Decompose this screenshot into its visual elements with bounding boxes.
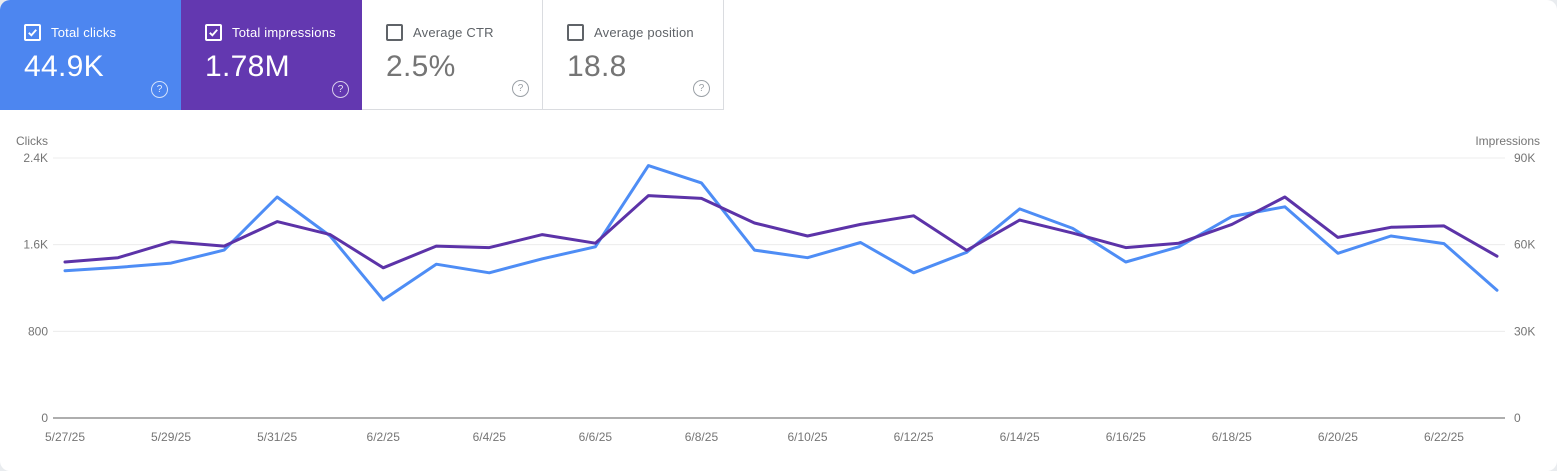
metric-card-value: 2.5%	[386, 50, 456, 83]
x-axis-tick-label: 5/31/25	[257, 430, 297, 444]
metric-card-label: Total impressions	[232, 25, 336, 40]
metric-card-label: Average position	[594, 25, 694, 40]
metric-cards: Total clicks 44.9K ? Total impressions 1…	[0, 0, 1557, 110]
metric-card-average-position[interactable]: Average position 18.8 ?	[543, 0, 724, 110]
metric-card-total-impressions[interactable]: Total impressions 1.78M ?	[181, 0, 362, 110]
y-axis-tick-label-left: 2.4K	[23, 151, 48, 165]
x-axis-tick-label: 5/29/25	[151, 430, 191, 444]
checkbox-checked-icon[interactable]	[24, 24, 41, 41]
left-axis-title: Clicks	[16, 134, 48, 148]
help-glyph: ?	[517, 83, 524, 94]
metric-card-value: 1.78M	[205, 50, 290, 83]
x-axis-tick-label: 6/10/25	[787, 430, 827, 444]
x-axis-tick-label: 5/27/25	[45, 430, 85, 444]
metric-card-label: Total clicks	[51, 25, 117, 40]
y-axis-tick-label-right: 30K	[1514, 324, 1535, 338]
x-axis-tick-label: 6/12/25	[894, 430, 934, 444]
y-axis-tick-label-left: 1.6K	[23, 238, 48, 252]
checkbox-unchecked-icon[interactable]	[386, 24, 403, 41]
help-icon[interactable]: ?	[151, 81, 168, 98]
checkbox-unchecked-icon[interactable]	[567, 24, 584, 41]
metric-card-header: Total impressions	[181, 0, 362, 41]
metric-card-total-clicks[interactable]: Total clicks 44.9K ?	[0, 0, 181, 110]
impressions-line[interactable]	[63, 194, 1499, 270]
y-axis-tick-label-right: 0	[1514, 411, 1521, 425]
x-axis-tick-label: 6/4/25	[473, 430, 507, 444]
x-axis-tick-label: 6/8/25	[685, 430, 719, 444]
y-axis-tick-label-left: 800	[28, 324, 48, 338]
metric-card-header: Average CTR	[362, 0, 542, 41]
metric-card-header: Total clicks	[0, 0, 181, 41]
x-axis-tick-label: 6/2/25	[367, 430, 401, 444]
x-axis-tick-label: 6/14/25	[1000, 430, 1040, 444]
clicks-line[interactable]	[63, 164, 1499, 302]
metric-card-value: 18.8	[567, 50, 627, 83]
help-glyph: ?	[337, 84, 344, 95]
help-glyph: ?	[698, 83, 705, 94]
metric-card-label: Average CTR	[413, 25, 494, 40]
checkbox-checked-icon[interactable]	[205, 24, 222, 41]
metric-card-header: Average position	[543, 0, 723, 41]
help-icon[interactable]: ?	[512, 80, 529, 97]
y-axis-tick-label-right: 90K	[1514, 151, 1535, 165]
metric-card-average-ctr[interactable]: Average CTR 2.5% ?	[362, 0, 543, 110]
help-icon[interactable]: ?	[693, 80, 710, 97]
y-axis-tick-label-right: 60K	[1514, 238, 1535, 252]
x-axis-tick-label: 6/16/25	[1106, 430, 1146, 444]
x-axis-tick-label: 6/6/25	[579, 430, 613, 444]
help-glyph: ?	[156, 84, 163, 95]
x-axis-tick-label: 6/22/25	[1424, 430, 1464, 444]
right-axis-title: Impressions	[1475, 134, 1540, 148]
x-axis-tick-label: 6/20/25	[1318, 430, 1358, 444]
metric-card-value: 44.9K	[24, 50, 104, 83]
x-axis-tick-label: 6/18/25	[1212, 430, 1252, 444]
help-icon[interactable]: ?	[332, 81, 349, 98]
y-axis-tick-label-left: 0	[41, 411, 48, 425]
